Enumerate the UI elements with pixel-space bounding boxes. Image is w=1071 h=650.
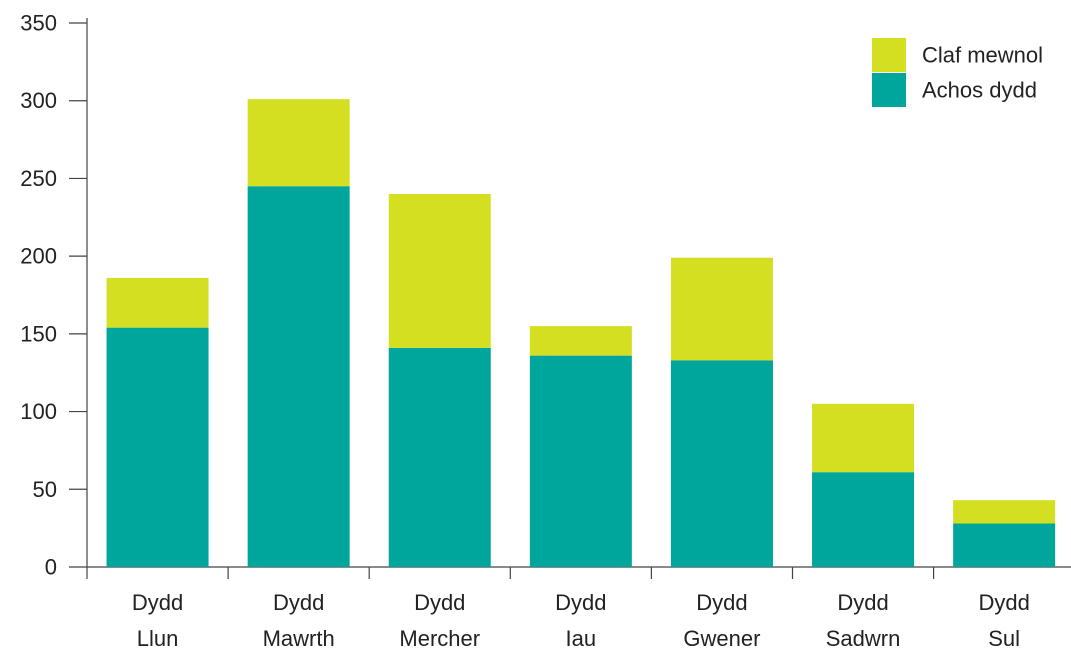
- y-tick-label: 0: [45, 555, 57, 580]
- bar-segment: [953, 523, 1056, 567]
- y-tick-label: 350: [20, 11, 57, 36]
- bar-segment: [388, 193, 491, 348]
- y-tick-label: 300: [20, 88, 57, 113]
- legend-swatch: [872, 73, 906, 107]
- x-axis: Dydd Llun Dydd Mawrth Dydd Mercher Dydd Iau Dydd…: [86, 566, 1071, 650]
- bar-segment: [529, 326, 632, 356]
- bar-segment: [388, 347, 491, 567]
- x-category-label: Dydd Iau: [555, 590, 606, 650]
- y-tick-label: 250: [20, 166, 57, 191]
- bar-segment: [106, 327, 209, 567]
- bar-segment: [953, 500, 1056, 524]
- y-tick-label: 150: [20, 321, 57, 346]
- x-category-label: Dydd Mawrth: [263, 590, 335, 650]
- legend: Claf mewnol Achos dydd: [872, 38, 1043, 107]
- y-axis: 0 50 100 150 200 250 300 350: [20, 11, 88, 580]
- bar-segment: [106, 277, 209, 328]
- x-category-label: Dydd Sul: [978, 590, 1029, 650]
- bar-segment: [670, 257, 773, 361]
- bar-segment: [247, 186, 350, 567]
- x-category-label: Dydd Sadwrn: [826, 590, 901, 650]
- x-category-label: Dydd Gwener: [683, 590, 760, 650]
- x-category-label: Dydd Mercher: [399, 590, 480, 650]
- bar-segment: [812, 403, 915, 473]
- bar-segment: [529, 355, 632, 567]
- x-category-label: Dydd Llun: [132, 590, 183, 650]
- y-tick-label: 200: [20, 244, 57, 269]
- y-tick-label: 50: [33, 477, 57, 502]
- bar-segment: [670, 360, 773, 567]
- y-tick-label: 100: [20, 399, 57, 424]
- bars: [106, 99, 1056, 567]
- bar-segment: [812, 472, 915, 567]
- legend-label: Achos dydd: [922, 78, 1037, 103]
- bar-segment: [247, 99, 350, 187]
- legend-swatch: [872, 38, 906, 72]
- legend-label: Claf mewnol: [922, 43, 1043, 68]
